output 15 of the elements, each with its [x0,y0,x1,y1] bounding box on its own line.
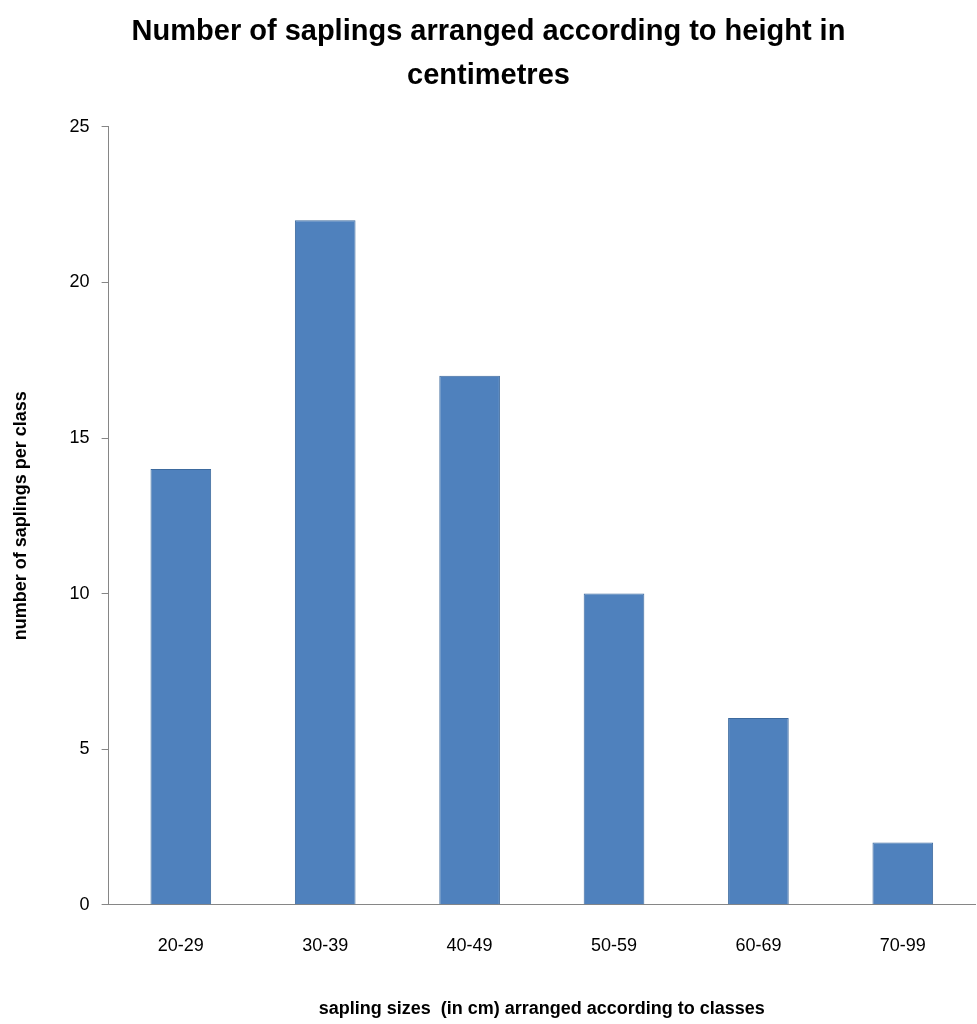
chart-title: Number of saplings arranged according to height in centimetres [130,13,847,92]
x-tick-label: 20-29 [157,934,204,955]
y-tick-label: 0 [79,893,90,914]
x-tick-label: 60-69 [735,934,782,955]
x-tick-label: 50-59 [590,934,638,955]
x-axis-title: sapling sizes (in cm) arranged according to classes [318,998,765,1019]
y-axis-title: number of saplings per class [9,391,30,641]
x-tick-label: 30-39 [302,934,349,955]
x-tick-label: 40-49 [446,934,493,955]
y-tick-label: 25 [69,115,90,136]
y-tick-label: 10 [69,582,90,603]
x-tick-label: 70-99 [879,934,926,955]
y-tick-label: 5 [79,738,90,759]
y-tick-label: 20 [69,271,90,292]
y-tick-label: 15 [69,426,90,447]
